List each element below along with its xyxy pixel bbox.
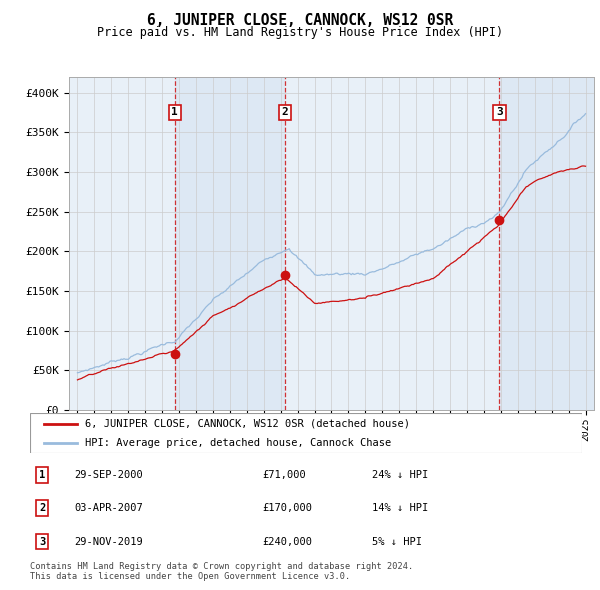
Text: 2: 2 — [281, 107, 289, 117]
Text: 3: 3 — [39, 536, 45, 546]
Text: 6, JUNIPER CLOSE, CANNOCK, WS12 0SR: 6, JUNIPER CLOSE, CANNOCK, WS12 0SR — [147, 13, 453, 28]
Text: 24% ↓ HPI: 24% ↓ HPI — [372, 470, 428, 480]
Text: Contains HM Land Registry data © Crown copyright and database right 2024.
This d: Contains HM Land Registry data © Crown c… — [30, 562, 413, 581]
Text: 1: 1 — [172, 107, 178, 117]
Text: 29-NOV-2019: 29-NOV-2019 — [74, 536, 143, 546]
Text: 2: 2 — [39, 503, 45, 513]
Text: 1: 1 — [39, 470, 45, 480]
Text: HPI: Average price, detached house, Cannock Chase: HPI: Average price, detached house, Cann… — [85, 438, 391, 448]
Text: 14% ↓ HPI: 14% ↓ HPI — [372, 503, 428, 513]
Text: 03-APR-2007: 03-APR-2007 — [74, 503, 143, 513]
Bar — [175, 77, 285, 410]
FancyBboxPatch shape — [30, 413, 582, 453]
Text: £71,000: £71,000 — [262, 470, 305, 480]
Text: Price paid vs. HM Land Registry's House Price Index (HPI): Price paid vs. HM Land Registry's House … — [97, 26, 503, 39]
Text: £170,000: £170,000 — [262, 503, 312, 513]
Text: 29-SEP-2000: 29-SEP-2000 — [74, 470, 143, 480]
Bar — [499, 77, 594, 410]
Text: 3: 3 — [496, 107, 503, 117]
Text: £240,000: £240,000 — [262, 536, 312, 546]
Text: 6, JUNIPER CLOSE, CANNOCK, WS12 0SR (detached house): 6, JUNIPER CLOSE, CANNOCK, WS12 0SR (det… — [85, 419, 410, 429]
Text: 5% ↓ HPI: 5% ↓ HPI — [372, 536, 422, 546]
